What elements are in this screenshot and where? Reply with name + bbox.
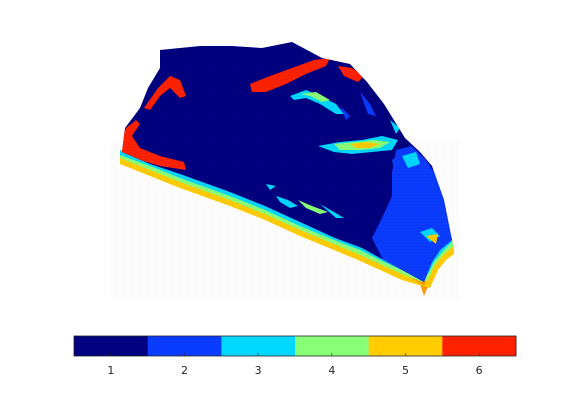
colorbar-border <box>73 335 517 357</box>
colorbar-swatch-2 <box>147 336 222 356</box>
colorbar-tick-label-4: 4 <box>328 364 335 377</box>
colorbar-swatch-1 <box>74 336 149 356</box>
colorbar-tick-label-1: 1 <box>107 364 114 377</box>
colorbar-tick-label-6: 6 <box>476 364 483 377</box>
colorbar-swatch-5 <box>368 336 443 356</box>
colorbar-tick-label-2: 2 <box>181 364 188 377</box>
colorbar: 1 2 3 4 5 6 <box>73 335 517 377</box>
colorbar-swatch-4 <box>295 336 370 356</box>
colorbar-tick-label-3: 3 <box>255 364 262 377</box>
voxel-model <box>110 42 460 300</box>
colorbar-swatch-6 <box>442 336 517 356</box>
colorbar-tick-label-5: 5 <box>402 364 409 377</box>
colorbar-swatch-3 <box>221 336 296 356</box>
